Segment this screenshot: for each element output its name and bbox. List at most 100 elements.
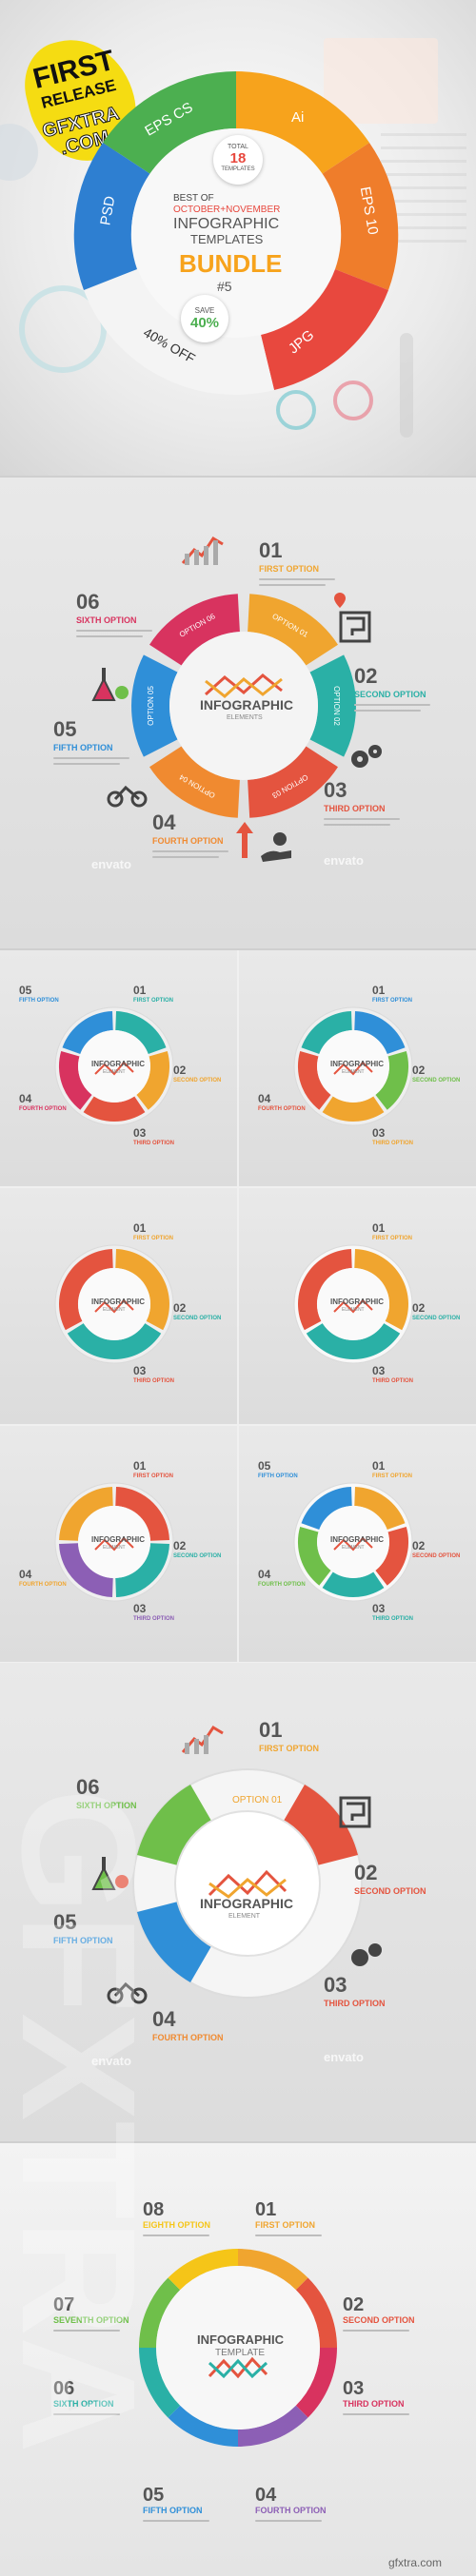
hero-label-01: FIRST OPTION	[259, 564, 319, 574]
white-num-01: 01	[259, 1718, 283, 1742]
ring-segment-eps10	[322, 143, 399, 290]
hero-ring-segment	[149, 746, 240, 818]
hero-ring-label: OPTION 05	[147, 686, 155, 726]
flask-icon	[91, 1857, 129, 1890]
small-ring-segment	[297, 1051, 331, 1110]
small-ring-segment	[115, 1487, 169, 1541]
white-ring-blue	[137, 1902, 211, 1982]
bg-thumbnail-map	[324, 38, 438, 124]
small-ring-segment	[58, 1051, 92, 1110]
last-option-number: 03	[343, 2378, 365, 2399]
hero-num-01: 01	[259, 538, 283, 562]
last-wheel-segment	[168, 2405, 238, 2447]
small-center-title: INFOGRAPHIC	[91, 1298, 145, 1306]
bike-icon	[107, 1981, 148, 2004]
small-option-label: THIRD OPTION	[372, 1141, 413, 1146]
small-option-number: 02	[173, 1064, 187, 1077]
hero-ring-segment	[131, 654, 178, 757]
small-option-number: 01	[372, 1221, 386, 1235]
hero-ring-segment	[309, 654, 356, 757]
small-option-label: FIFTH OPTION	[258, 1473, 298, 1479]
last-option-label: SEVENTH OPTION	[53, 2315, 129, 2325]
hero-zigzag	[204, 673, 283, 696]
small-infographic-panel: INFOGRAPHIC ELEMENT 01 FIRST OPTION 02 SECOND…	[239, 950, 476, 1186]
small-ring	[54, 1006, 174, 1126]
envato-mark-2: envato	[324, 853, 364, 868]
hero-label-03: THIRD OPTION	[324, 804, 386, 813]
bundle-title: BUNDLE	[179, 249, 283, 278]
small-option-label: SECOND OPTION	[412, 1078, 461, 1083]
small-ring-segment	[375, 1527, 409, 1586]
small-option-label: THIRD OPTION	[372, 1616, 413, 1622]
last-option-label: SIXTH OPTION	[53, 2399, 114, 2409]
last-option-label: EIGHTH OPTION	[143, 2220, 211, 2230]
hero-ring-segment	[248, 594, 338, 666]
small-option-label: FOURTH OPTION	[19, 1106, 67, 1112]
small-option-label: FIFTH OPTION	[19, 998, 59, 1004]
last-wheel	[139, 2249, 337, 2447]
small-ring-segment	[59, 1249, 113, 1331]
small-option-number: 01	[133, 984, 147, 997]
infographic-title: INFOGRAPHIC	[173, 216, 280, 232]
small-option-label: THIRD OPTION	[133, 1378, 174, 1384]
small-option-label: THIRD OPTION	[133, 1141, 174, 1146]
small-option-label: FIRST OPTION	[372, 1473, 412, 1479]
bar-chart-icon	[181, 536, 224, 565]
last-center-title: INFOGRAPHIC	[197, 2332, 284, 2347]
hero-ring-label: OPTION 02	[332, 686, 341, 726]
format-ai: Ai	[291, 109, 305, 126]
white-ring-top: OPTION 01	[232, 1795, 283, 1805]
small-ring-segment	[115, 1249, 169, 1331]
white-label-01: FIRST OPTION	[259, 1744, 319, 1753]
bg-thumbnail-steps	[267, 333, 457, 438]
small-center-sub: ELEMENT	[103, 1307, 126, 1313]
cover-panel: FIRST RELEASE GFXTRA .COM EPS CS Ai EPS …	[0, 0, 476, 476]
small-option-number: 01	[133, 1221, 147, 1235]
hero-label-05: FIFTH OPTION	[53, 743, 113, 752]
small-ring-segment	[115, 1011, 167, 1054]
small-center-sub: ELEMENT	[342, 1545, 365, 1551]
small-option-number: 01	[372, 1459, 386, 1473]
small-ring	[54, 1244, 174, 1364]
small-ring-segment	[354, 1487, 406, 1530]
small-option-label: FIRST OPTION	[133, 998, 173, 1004]
small-option-number: 03	[133, 1364, 147, 1377]
small-ring-segment	[136, 1051, 170, 1110]
ring-segment-jpg	[261, 269, 388, 390]
hand-coin-icon	[261, 832, 291, 862]
hero-num-04: 04	[152, 810, 176, 834]
bg-thumbnail-ring	[19, 285, 107, 373]
last-option-label: SECOND OPTION	[343, 2315, 415, 2325]
small-option-number: 03	[372, 1364, 386, 1377]
small-option-number: 02	[173, 1539, 187, 1552]
last-wheel-segment	[295, 2348, 337, 2418]
separator	[0, 948, 476, 950]
small-ring	[293, 1244, 413, 1364]
small-option-label: SECOND OPTION	[173, 1316, 222, 1321]
save-badge: SAVE 40%	[181, 295, 228, 342]
gear-icon	[351, 745, 382, 768]
small-ring-segment	[354, 1011, 406, 1054]
last-wheel-segment	[238, 2405, 308, 2447]
small-option-label: FIRST OPTION	[133, 1473, 173, 1479]
white-label-02: SECOND OPTION	[354, 1886, 426, 1896]
small-ring-segment	[59, 1487, 113, 1541]
small-option-label: FOURTH OPTION	[258, 1106, 306, 1112]
small-ring-segment	[59, 1543, 113, 1597]
small-option-number: 01	[133, 1459, 147, 1473]
small-center-sub: ELEMENT	[342, 1069, 365, 1075]
white-center-sub: ELEMENT	[228, 1913, 261, 1920]
total-label: TOTAL	[228, 144, 248, 150]
small-option-label: SECOND OPTION	[173, 1553, 222, 1559]
small-infographic-panel: INFOGRAPHIC ELEMENT 01 FIRST OPTION 02 SECOND…	[239, 1188, 476, 1424]
last-wheel-segment	[295, 2277, 337, 2348]
last-option-number: 07	[53, 2294, 75, 2315]
small-option-number: 02	[412, 1064, 426, 1077]
separator	[0, 476, 476, 478]
last-wheel-segment	[139, 2277, 181, 2348]
white-ring-panel: INFOGRAPHIC ELEMENT OPTION 01 01 FIRST O…	[0, 1663, 476, 2141]
format-ring	[73, 71, 399, 396]
white-label-06: SIXTH OPTION	[76, 1801, 137, 1810]
white-ring-green	[137, 1785, 211, 1865]
